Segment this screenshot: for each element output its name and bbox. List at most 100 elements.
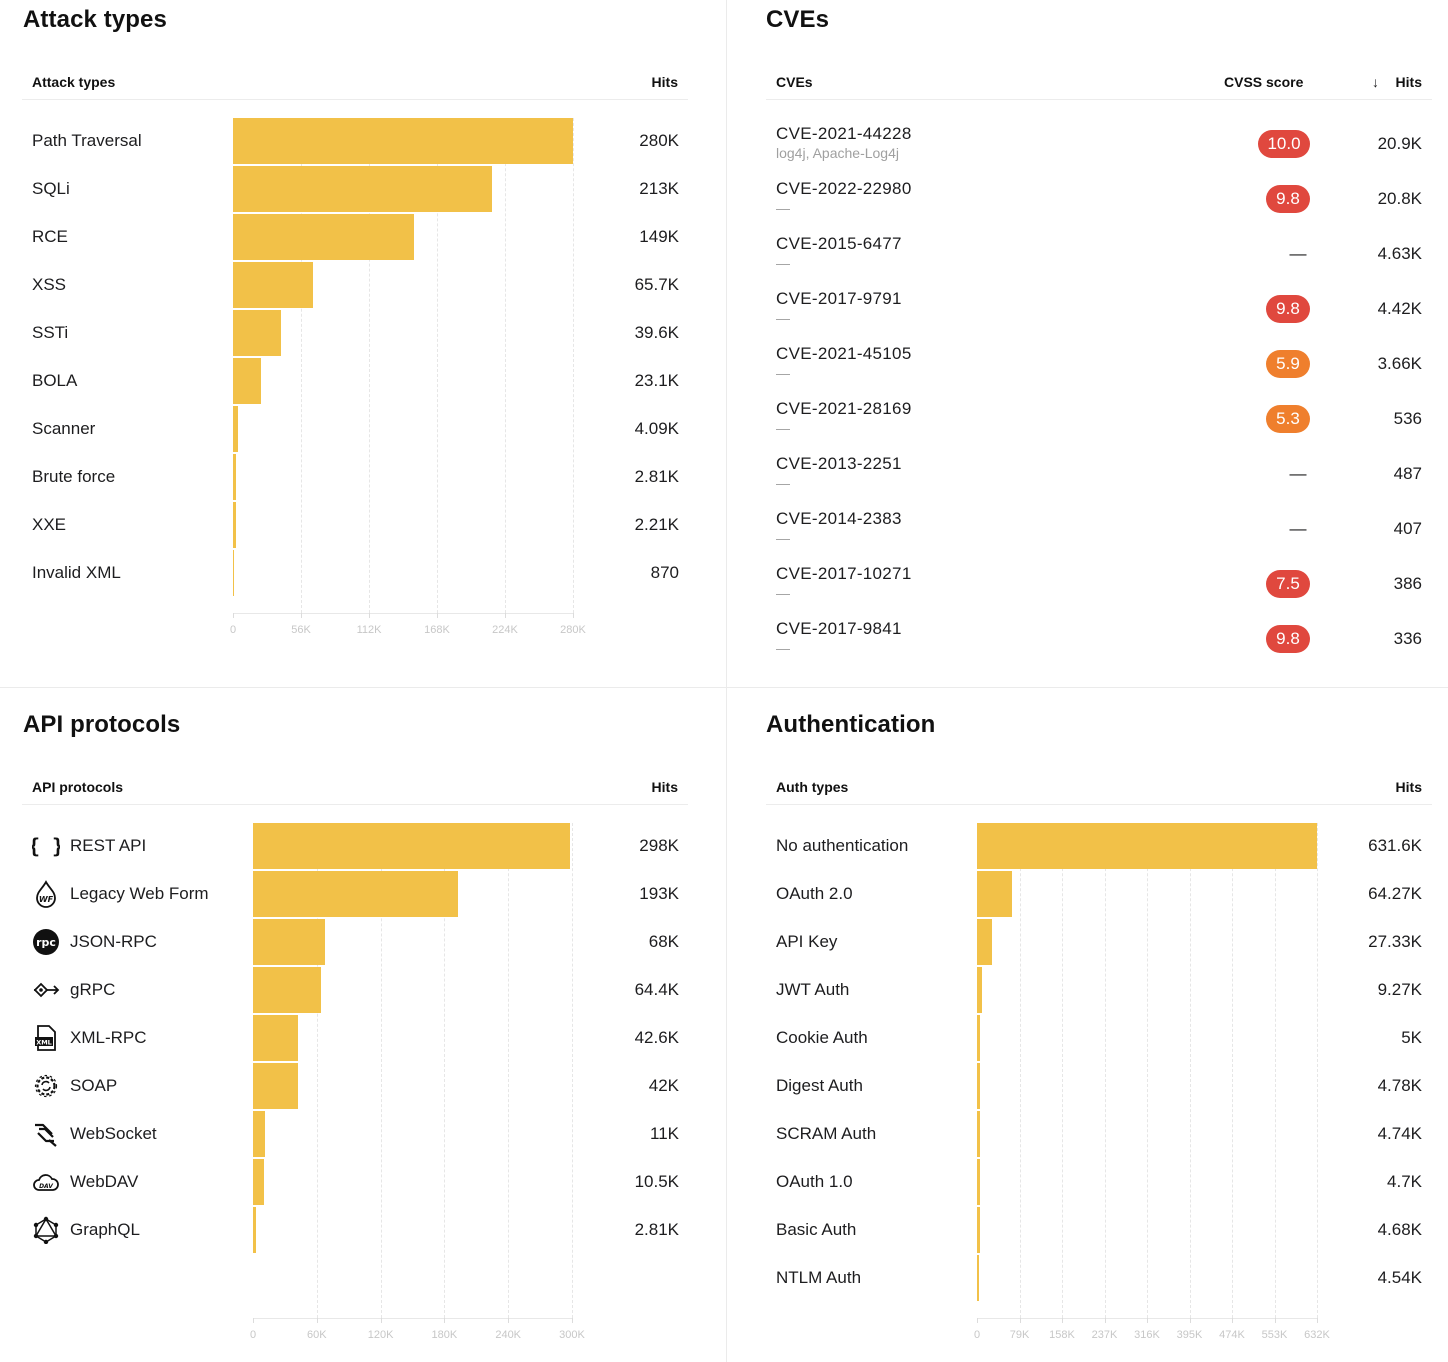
api-bar[interactable] [253, 1063, 298, 1109]
auth-row-label[interactable]: OAuth 1.0 [776, 1172, 853, 1191]
api-bar[interactable] [253, 1207, 256, 1253]
cve-id[interactable]: CVE-2013-2251 [776, 454, 902, 473]
auth-bar[interactable] [977, 1063, 980, 1109]
auth-col-label[interactable]: Auth types [776, 779, 849, 795]
auth-bar[interactable] [977, 1015, 980, 1061]
attack-col-hits[interactable]: Hits [651, 74, 678, 90]
cve-hits: 536 [1393, 409, 1422, 428]
api-tick-mark [316, 1318, 318, 1323]
attack-row-label[interactable]: Scanner [32, 419, 96, 438]
api-row-label[interactable]: WebSocket [70, 1124, 157, 1143]
auth-bar[interactable] [977, 1159, 980, 1205]
cve-id[interactable]: CVE-2021-28169 [776, 399, 912, 418]
api-bar[interactable] [253, 1111, 265, 1157]
cves-col-label[interactable]: CVEs [776, 74, 813, 90]
api-row-label[interactable]: XML-RPC [70, 1028, 147, 1047]
api-tick-label: 180K [431, 1329, 458, 1341]
auth-row-label[interactable]: API Key [776, 932, 838, 951]
auth-row-hits: 64.27K [1368, 884, 1422, 903]
attack-row-label[interactable]: SSTi [32, 323, 69, 342]
attack-bar[interactable] [233, 310, 282, 356]
api-row-hits: 42K [648, 1076, 679, 1095]
cve-id[interactable]: CVE-2017-10271 [776, 564, 912, 583]
webdav-cloud-icon: DAV [32, 1168, 60, 1196]
api-gridline [316, 823, 318, 1318]
api-bar[interactable] [253, 871, 459, 917]
attack-bar[interactable] [233, 214, 414, 260]
auth-row-label[interactable]: Basic Auth [776, 1220, 857, 1239]
api-row-label[interactable]: gRPC [70, 980, 116, 999]
braces-icon: { } [28, 832, 64, 860]
attack-row-label[interactable]: Invalid XML [32, 563, 121, 582]
attack-row-label[interactable]: XSS [32, 275, 67, 294]
sort-desc-icon[interactable]: ↓ [1372, 74, 1379, 90]
cve-id[interactable]: CVE-2021-45105 [776, 344, 912, 363]
auth-row-hits: 27.33K [1368, 932, 1422, 951]
auth-row-label[interactable]: Cookie Auth [776, 1028, 868, 1047]
cve-subtitle: — [776, 420, 790, 436]
auth-row-label[interactable]: JWT Auth [776, 980, 850, 999]
cve-id[interactable]: CVE-2017-9791 [776, 289, 902, 308]
auth-gridline [1019, 823, 1021, 1318]
api-row-label[interactable]: GraphQL [70, 1220, 140, 1239]
api-col-hits[interactable]: Hits [651, 779, 678, 795]
cves-table-header: CVEs CVSS score ↓ Hits [766, 74, 1432, 100]
cve-id[interactable]: CVE-2014-2383 [776, 509, 902, 528]
attack-col-label[interactable]: Attack types [32, 74, 116, 90]
attack-bar[interactable] [233, 406, 238, 452]
attack-bar[interactable] [233, 550, 235, 596]
attack-row-label[interactable]: Path Traversal [32, 131, 142, 150]
cves-col-score[interactable]: CVSS score [1224, 74, 1304, 90]
api-bar[interactable] [253, 967, 322, 1013]
auth-row-label[interactable]: OAuth 2.0 [776, 884, 853, 903]
cve-id[interactable]: CVE-2021-44228 [776, 124, 912, 143]
auth-gridline [1317, 823, 1318, 1318]
api-bar[interactable] [253, 919, 326, 965]
auth-row-label[interactable]: SCRAM Auth [776, 1124, 877, 1143]
attack-tick-label: 280K [560, 624, 586, 636]
api-row-label[interactable]: SOAP [70, 1076, 118, 1095]
api-row-label[interactable]: Legacy Web Form [70, 884, 209, 903]
attack-bar[interactable] [233, 502, 236, 548]
auth-tick-label: 316K [1134, 1329, 1160, 1341]
auth-bar[interactable] [977, 823, 1317, 869]
auth-bar[interactable] [977, 871, 1012, 917]
api-bar[interactable] [253, 1159, 265, 1205]
auth-row-label[interactable]: Digest Auth [776, 1076, 863, 1095]
attack-bar[interactable] [233, 118, 573, 164]
api-tick-label: 120K [367, 1329, 394, 1341]
attack-bar[interactable] [233, 166, 492, 212]
api-col-label[interactable]: API protocols [32, 779, 124, 795]
auth-tick-label: 0 [973, 1329, 981, 1341]
auth-tick-label: 474K [1219, 1329, 1245, 1341]
attack-bar[interactable] [233, 262, 313, 308]
auth-bar[interactable] [977, 967, 982, 1013]
auth-bar[interactable] [977, 1111, 980, 1157]
api-row-label[interactable]: WebDAV [70, 1172, 139, 1191]
cve-subtitle: — [776, 310, 790, 326]
attack-row-label[interactable]: Brute force [32, 467, 116, 486]
attack-bar[interactable] [233, 454, 237, 500]
cves-col-hits[interactable]: Hits [1395, 74, 1422, 90]
api-row-label[interactable]: JSON-RPC [70, 932, 157, 951]
auth-row-label[interactable]: No authentication [776, 836, 909, 855]
auth-gridline [1274, 823, 1276, 1318]
auth-bar[interactable] [977, 919, 992, 965]
api-bar[interactable] [253, 823, 570, 869]
cve-id[interactable]: CVE-2015-6477 [776, 234, 902, 253]
auth-bar[interactable] [977, 1207, 980, 1253]
auth-gridline [1147, 823, 1148, 1318]
attack-table-header: Attack types Hits [22, 74, 688, 100]
auth-row-label[interactable]: NTLM Auth [776, 1268, 862, 1287]
auth-col-hits[interactable]: Hits [1395, 779, 1422, 795]
attack-row-label[interactable]: RCE [32, 227, 68, 246]
api-bar[interactable] [253, 1015, 299, 1061]
attack-row-label[interactable]: SQLi [32, 179, 70, 198]
attack-row-label[interactable]: XXE [32, 515, 67, 534]
cve-id[interactable]: CVE-2017-9841 [776, 619, 902, 638]
api-row-label[interactable]: REST API [70, 836, 147, 855]
auth-bar[interactable] [977, 1255, 980, 1301]
attack-bar[interactable] [233, 358, 262, 404]
attack-row-label[interactable]: BOLA [32, 371, 78, 390]
cve-id[interactable]: CVE-2022-22980 [776, 179, 912, 198]
